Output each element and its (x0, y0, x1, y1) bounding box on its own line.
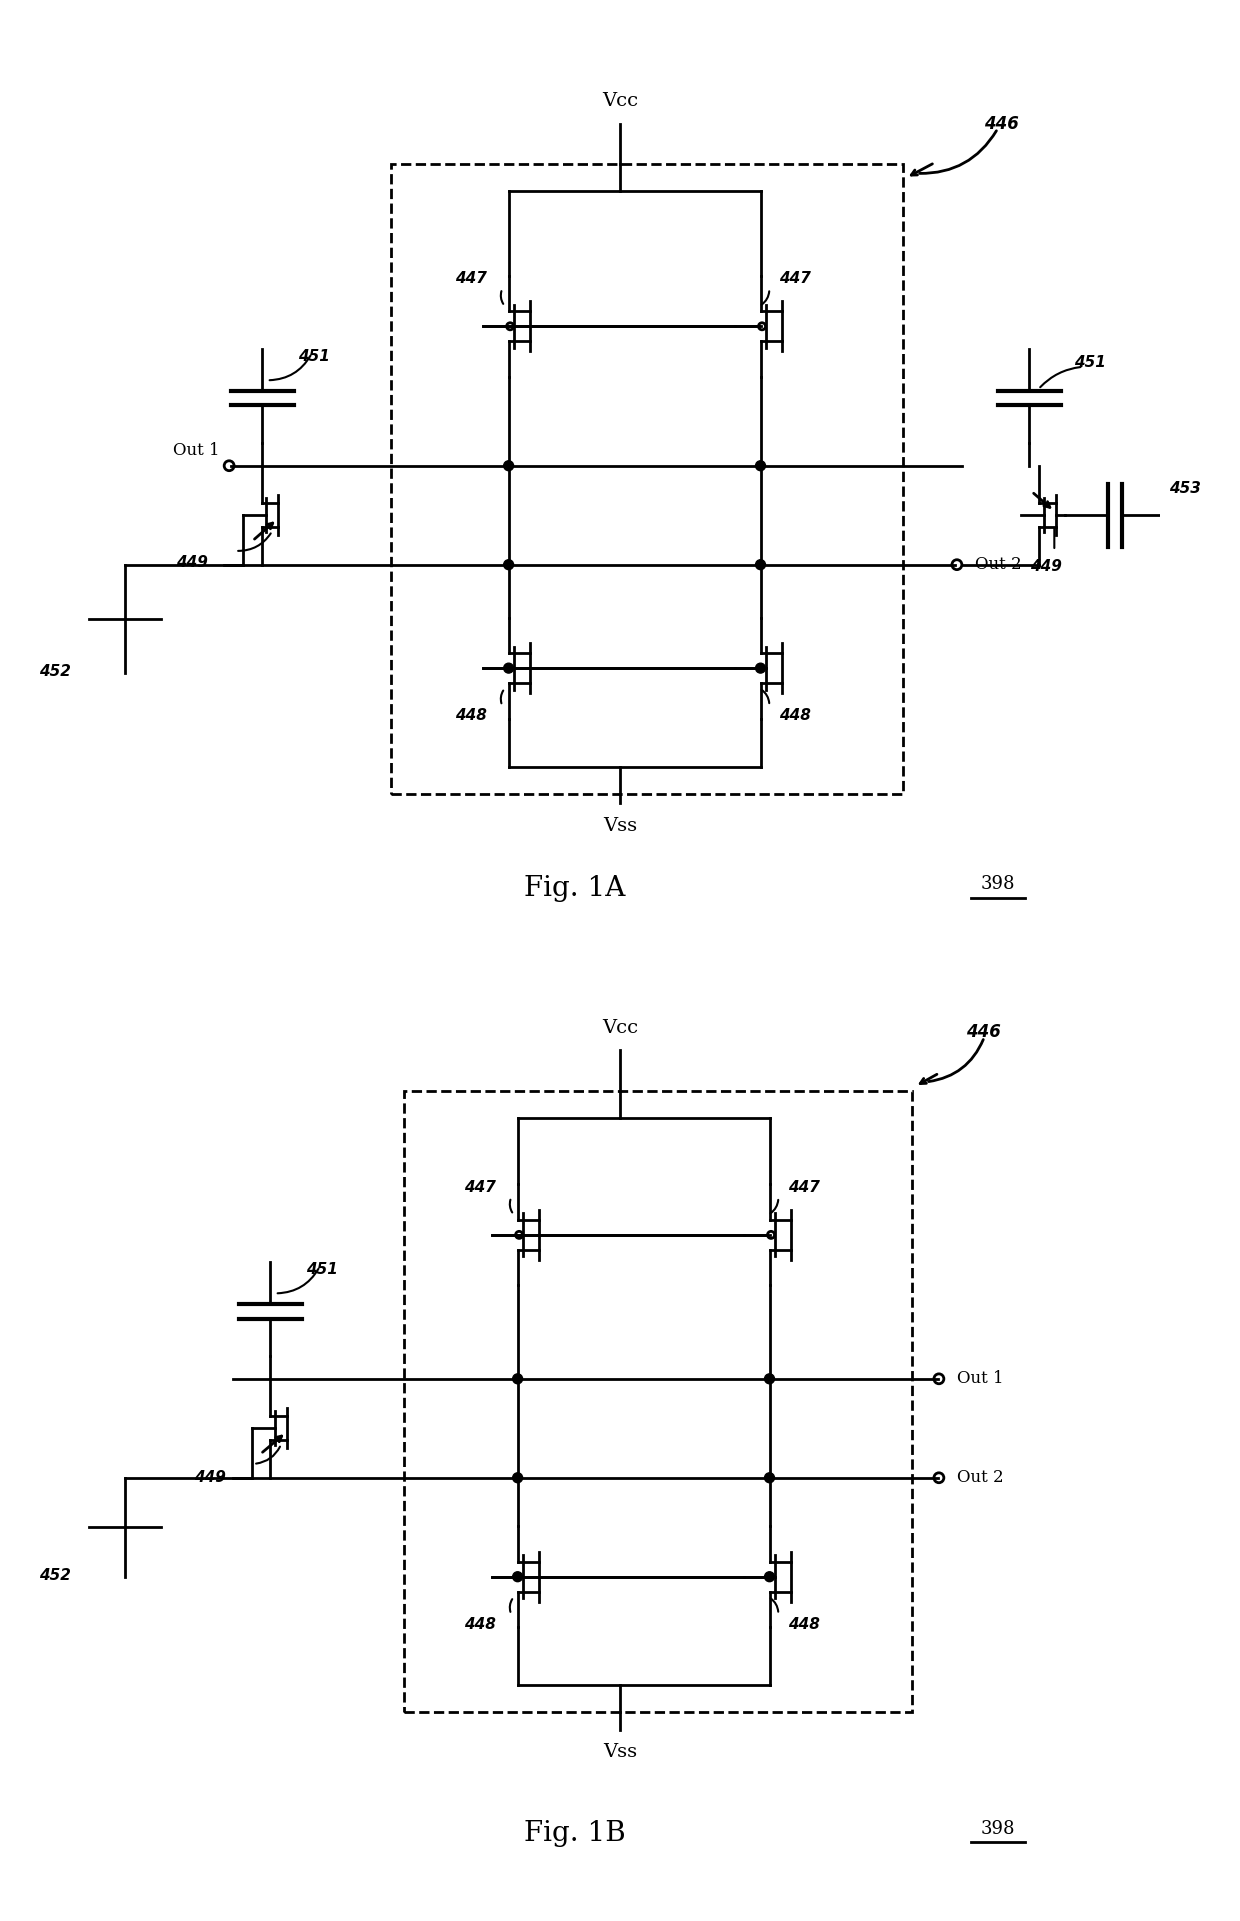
Text: 447: 447 (780, 271, 811, 286)
Text: 398: 398 (981, 1819, 1016, 1838)
Text: 449: 449 (1030, 559, 1063, 574)
Circle shape (512, 1374, 522, 1383)
Text: 448: 448 (780, 709, 811, 724)
Text: 448: 448 (455, 709, 487, 724)
Circle shape (503, 663, 513, 672)
Text: 448: 448 (789, 1617, 821, 1633)
Circle shape (755, 559, 765, 571)
Text: Out 1: Out 1 (174, 442, 219, 459)
Circle shape (755, 461, 765, 471)
Text: 452: 452 (40, 663, 71, 678)
Text: Vcc: Vcc (601, 1018, 639, 1037)
Text: 447: 447 (789, 1179, 821, 1195)
Text: 453: 453 (1169, 480, 1200, 496)
Text: 449: 449 (195, 1470, 227, 1485)
Text: 447: 447 (464, 1179, 496, 1195)
Text: 447: 447 (455, 271, 487, 286)
Text: Fig. 1B: Fig. 1B (525, 1819, 626, 1846)
Circle shape (765, 1473, 775, 1483)
Text: 446: 446 (985, 115, 1019, 133)
Circle shape (512, 1473, 522, 1483)
Text: 451: 451 (299, 350, 330, 363)
Text: Vss: Vss (603, 1742, 637, 1762)
Text: Out 1: Out 1 (957, 1370, 1004, 1387)
Text: 451: 451 (1074, 355, 1106, 369)
Circle shape (503, 461, 513, 471)
Circle shape (765, 1374, 775, 1383)
Text: 452: 452 (40, 1568, 71, 1583)
Text: Out 2: Out 2 (976, 557, 1022, 572)
Text: Vcc: Vcc (601, 92, 639, 109)
Circle shape (503, 559, 513, 571)
Text: Fig. 1A: Fig. 1A (525, 876, 626, 903)
Circle shape (765, 1571, 775, 1581)
Text: 451: 451 (306, 1262, 339, 1277)
Text: Vss: Vss (603, 816, 637, 834)
Circle shape (755, 663, 765, 672)
Text: Out 2: Out 2 (957, 1470, 1004, 1487)
Circle shape (512, 1571, 522, 1581)
Text: 398: 398 (981, 876, 1016, 893)
Text: 448: 448 (464, 1617, 496, 1633)
Text: 446: 446 (966, 1024, 1001, 1041)
Text: 449: 449 (176, 555, 208, 571)
